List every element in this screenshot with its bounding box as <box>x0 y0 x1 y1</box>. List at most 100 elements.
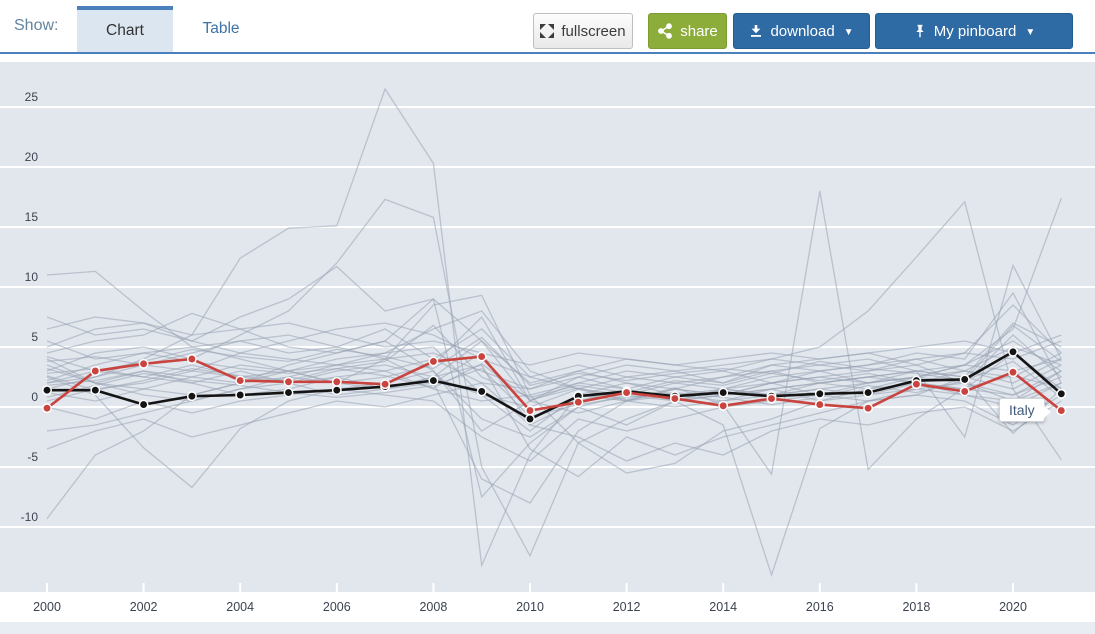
show-label: Show: <box>14 17 59 34</box>
x-axis-tick <box>529 583 531 592</box>
x-axis-tick <box>722 583 725 592</box>
pushpin-icon <box>916 24 924 38</box>
series-line-italy[interactable] <box>46 355 1063 413</box>
x-axis-label: 2010 <box>516 600 544 614</box>
fullscreen-button-label: fullscreen <box>561 22 626 40</box>
y-axis-label: 10 <box>25 270 39 284</box>
data-point-italy[interactable] <box>959 386 970 397</box>
data-point-black[interactable] <box>138 399 149 410</box>
y-axis-label: -5 <box>27 450 38 464</box>
data-point-black[interactable] <box>476 386 487 397</box>
tooltip-arrow <box>1043 406 1051 418</box>
series-line-other-18[interactable] <box>46 388 1062 462</box>
data-point-black[interactable] <box>718 387 729 398</box>
y-axis-label: 20 <box>25 150 39 164</box>
data-point-black[interactable] <box>428 375 439 386</box>
series-line-other-26[interactable] <box>46 360 1062 418</box>
data-point-black[interactable] <box>959 374 970 385</box>
data-point-italy[interactable] <box>814 399 825 410</box>
fullscreen-button[interactable]: fullscreen <box>533 13 633 49</box>
series-line-other-05[interactable] <box>46 190 1062 476</box>
y-axis-label: 0 <box>31 390 38 404</box>
data-point-black[interactable] <box>814 388 825 399</box>
data-point-black[interactable] <box>1008 346 1018 357</box>
x-axis-tick <box>335 583 338 592</box>
x-axis-tick <box>625 583 628 592</box>
download-button-label: download <box>770 22 835 40</box>
tab-chart[interactable]: Chart <box>77 6 173 52</box>
tab-table-label: Table <box>202 20 240 37</box>
y-axis-label: 15 <box>25 210 39 224</box>
data-point-black[interactable] <box>283 387 294 398</box>
data-point-italy[interactable] <box>90 366 101 376</box>
series-line-other-20[interactable] <box>46 316 1062 384</box>
series-line-other-25[interactable] <box>46 324 1062 399</box>
fullscreen-icon <box>540 24 555 38</box>
series-line-other-04[interactable] <box>46 340 1062 578</box>
data-point-black[interactable] <box>235 390 246 400</box>
series-line-other-11[interactable] <box>46 263 1062 439</box>
data-point-italy[interactable] <box>283 376 294 387</box>
data-point-italy[interactable] <box>525 405 535 416</box>
tab-table[interactable]: Table <box>173 6 269 52</box>
data-point-italy[interactable] <box>669 393 680 404</box>
x-axis-tick <box>432 583 435 592</box>
bottom-strip <box>0 622 1095 634</box>
x-axis-label: 2014 <box>709 600 738 614</box>
data-point-italy[interactable] <box>573 397 584 408</box>
data-point-italy[interactable] <box>1008 367 1018 378</box>
data-point-black[interactable] <box>186 391 197 402</box>
series-line-other-01[interactable] <box>46 87 1062 568</box>
x-axis-tick <box>142 583 145 592</box>
data-point-black[interactable] <box>863 387 874 398</box>
x-axis-label: 2006 <box>322 600 351 614</box>
data-point-italy[interactable] <box>42 403 52 414</box>
line-chart: 25 20 15 10 5 0 -5 -10 <box>0 87 1095 592</box>
x-axis-label: 2018 <box>902 600 931 614</box>
data-point-italy[interactable] <box>766 393 777 404</box>
data-point-black[interactable] <box>1056 388 1067 399</box>
y-axis-label: -10 <box>21 510 39 524</box>
data-point-italy[interactable] <box>380 379 391 390</box>
x-axis-tick <box>915 583 918 592</box>
data-point-italy[interactable] <box>331 376 342 387</box>
data-point-italy[interactable] <box>621 387 632 398</box>
data-point-black[interactable] <box>42 385 52 396</box>
series-tooltip: Italy <box>999 398 1051 422</box>
chevron-down-icon: ▼ <box>1025 26 1036 38</box>
x-axis-label: 2004 <box>226 600 255 614</box>
data-point-black[interactable] <box>525 414 535 424</box>
data-point-italy[interactable] <box>235 375 246 386</box>
share-button[interactable]: share <box>648 13 727 49</box>
data-point-italy[interactable] <box>186 354 197 364</box>
my-pinboard-button-label: My pinboard <box>933 22 1017 40</box>
x-axis-tick <box>818 583 821 592</box>
series-line-other-23[interactable] <box>46 382 1062 462</box>
series-line-other-10[interactable] <box>46 200 1062 461</box>
x-axis-label: 2020 <box>999 600 1027 614</box>
data-point-italy[interactable] <box>863 403 874 414</box>
data-point-italy[interactable] <box>476 351 487 362</box>
share-button-label: share <box>680 22 718 40</box>
series-line-other-27[interactable] <box>46 324 1062 387</box>
share-icon <box>658 23 673 39</box>
tab-chart-label: Chart <box>106 22 144 39</box>
chevron-down-icon: ▼ <box>843 26 854 38</box>
data-point-italy[interactable] <box>428 356 439 367</box>
data-point-italy[interactable] <box>911 379 922 390</box>
x-axis-tick <box>239 583 242 592</box>
my-pinboard-button[interactable]: My pinboard ▼ <box>875 13 1073 49</box>
download-button[interactable]: download ▼ <box>733 13 870 49</box>
series-line-other-13[interactable] <box>46 298 1062 396</box>
x-axis-label: 2008 <box>419 600 448 614</box>
data-point-italy[interactable] <box>1056 405 1067 416</box>
data-point-italy[interactable] <box>138 358 149 369</box>
chart-toolbar: Show: Chart Table fullscreen <box>0 0 1095 54</box>
data-point-italy[interactable] <box>718 400 729 411</box>
data-point-black[interactable] <box>90 385 101 396</box>
x-axis-label: 2012 <box>612 600 641 614</box>
series-line-other-24[interactable] <box>46 316 1062 366</box>
data-point-black[interactable] <box>331 385 342 396</box>
y-axis-label: 25 <box>25 90 39 104</box>
download-icon <box>751 25 762 37</box>
